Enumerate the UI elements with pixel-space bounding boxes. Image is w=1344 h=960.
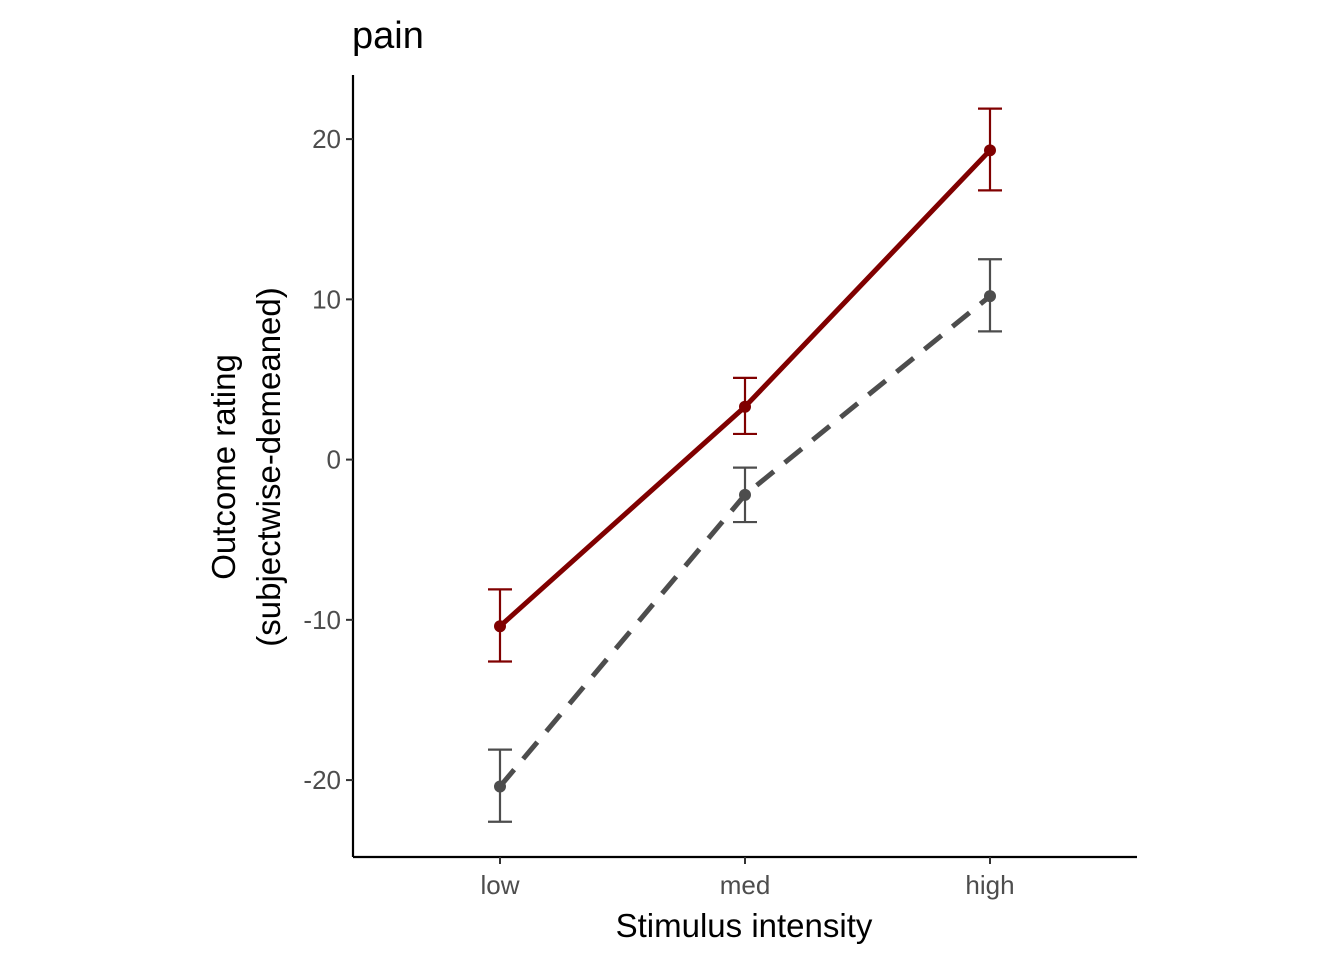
y-tick-label: 20 — [312, 124, 341, 154]
series-1 — [488, 107, 1002, 663]
x-tick-label: high — [965, 870, 1014, 900]
data-point — [739, 400, 751, 413]
x-ticks: low med high — [480, 857, 1015, 900]
y-axis-title-line-2: (subjectwise-demeaned) — [250, 287, 287, 647]
y-tick-label: -20 — [303, 765, 341, 795]
chart-title: pain — [352, 15, 424, 57]
y-axis-title: Outcome rating (subjectwise-demeaned) — [205, 287, 287, 647]
x-tick-label: med — [720, 870, 771, 900]
data-point — [739, 488, 751, 501]
y-ticks: -20 -10 0 10 20 — [303, 124, 353, 795]
data-point — [494, 780, 506, 793]
series-layer — [488, 107, 1002, 823]
x-axis-title: Stimulus intensity — [616, 907, 873, 944]
y-axis-title-line-1: Outcome rating — [205, 354, 242, 580]
y-tick-label: 0 — [327, 445, 341, 475]
y-tick-label: 10 — [312, 284, 341, 314]
x-tick-label: low — [480, 870, 519, 900]
data-point — [984, 144, 996, 157]
series-2 — [488, 258, 1002, 823]
data-point — [984, 290, 996, 303]
y-tick-label: -10 — [303, 605, 341, 635]
axes — [351, 75, 1137, 859]
data-point — [494, 620, 506, 633]
series-line — [498, 294, 992, 789]
